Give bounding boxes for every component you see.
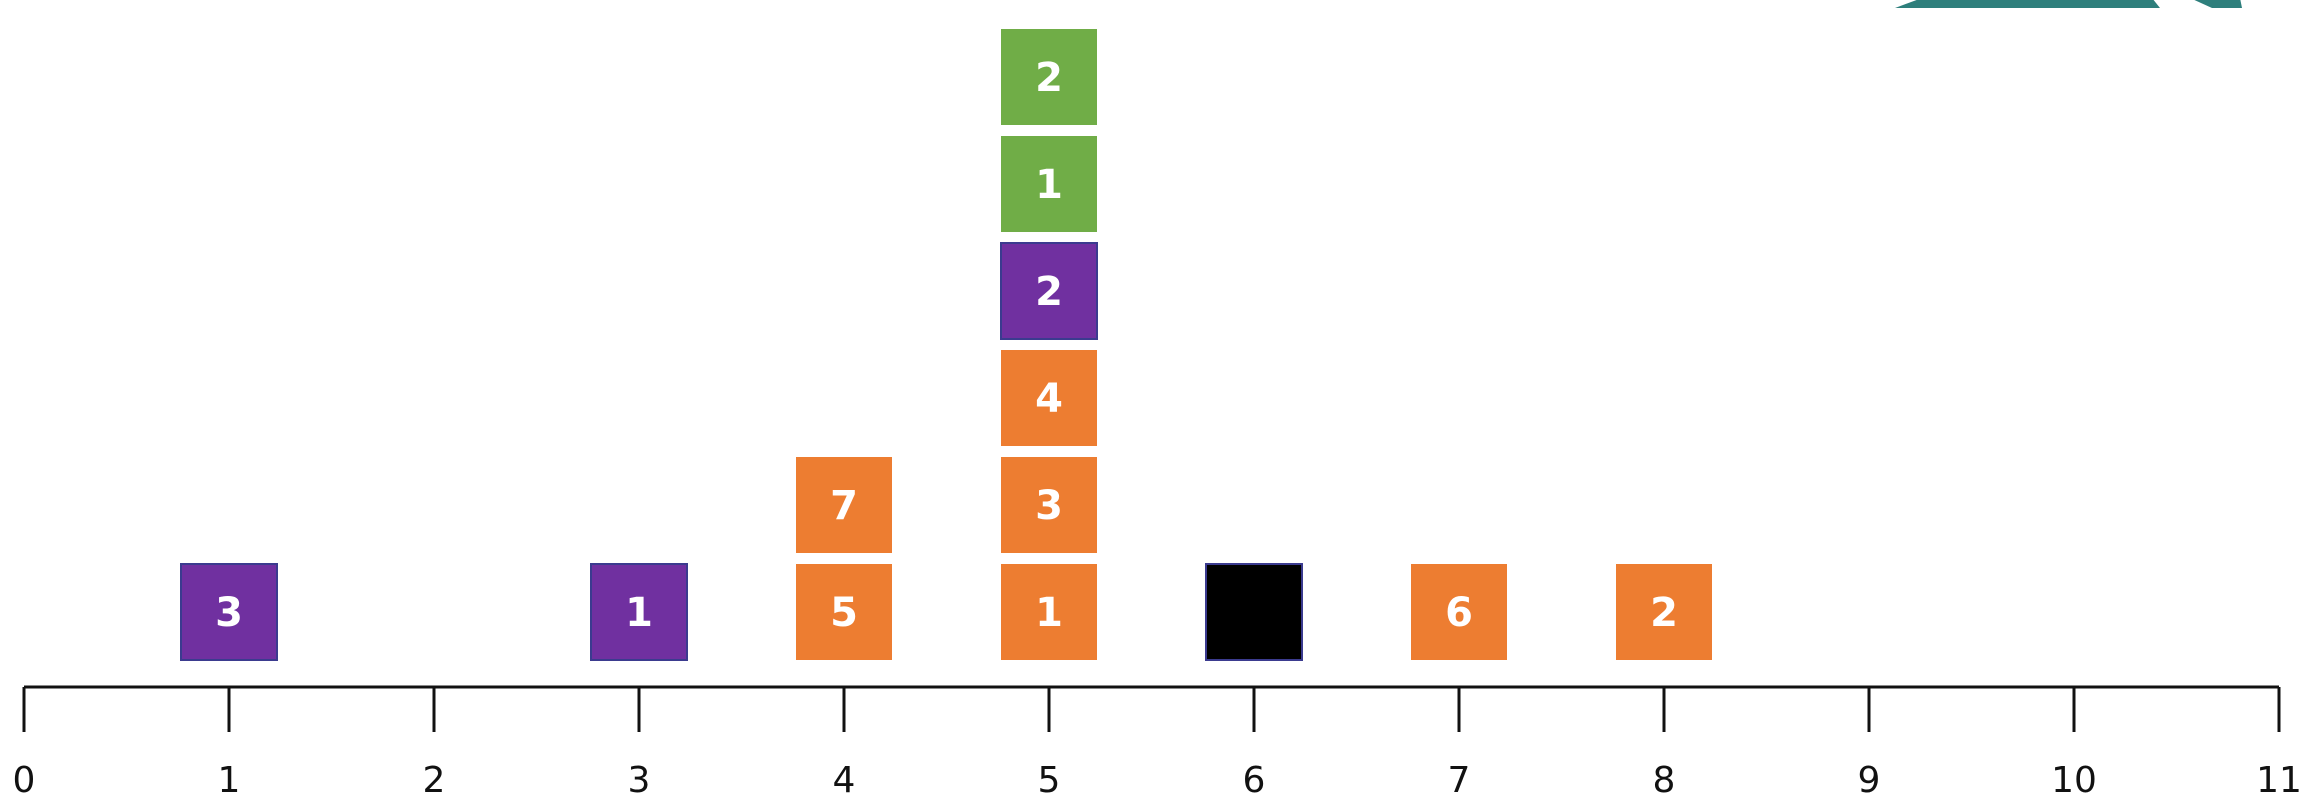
block-rect: [180, 563, 278, 661]
tick-label-2: 2: [423, 760, 446, 797]
tick-label-4: 4: [833, 760, 856, 797]
tick-label-0: 0: [13, 760, 36, 797]
tick-label-3: 3: [628, 760, 651, 797]
block-rect: [1001, 564, 1097, 660]
block-label: 7: [830, 483, 858, 529]
block-x5-4: 2: [1000, 242, 1098, 340]
block-x8-1: 2: [1616, 564, 1712, 660]
teal-shape-left-part: [1895, 0, 2160, 8]
tick-label-5: 5: [1038, 760, 1061, 797]
block-rect: [1001, 136, 1097, 232]
block-label: 2: [1650, 590, 1678, 636]
block-label: 1: [1035, 590, 1063, 636]
block-label: 1: [1035, 162, 1063, 208]
block-label: 5: [830, 590, 858, 636]
block-rect: [1411, 564, 1507, 660]
block-rect: [1205, 563, 1303, 661]
block-rect: [590, 563, 688, 661]
block-rect: [1001, 29, 1097, 125]
block-label: 2: [1035, 269, 1063, 315]
tick-label-1: 1: [218, 760, 241, 797]
block-x5-1: 1: [1001, 564, 1097, 660]
block-label: 3: [1035, 483, 1063, 529]
block-label: 4: [1035, 376, 1063, 422]
tick-label-10: 10: [2051, 760, 2097, 797]
tick-label-7: 7: [1448, 760, 1471, 797]
block-rect: [1001, 457, 1097, 553]
tick-label-6: 6: [1243, 760, 1266, 797]
block-x7-1: 6: [1411, 564, 1507, 660]
tick-label-11: 11: [2256, 760, 2302, 797]
block-x5-6: 2: [1001, 29, 1097, 125]
stacked-blocks: 3 1 5 7 1 3 4 2 1 2 6 2: [180, 29, 1712, 661]
tick-label-8: 8: [1653, 760, 1676, 797]
block-x6-1: [1205, 563, 1303, 661]
block-x3-1: 1: [590, 563, 688, 661]
block-rect: [1616, 564, 1712, 660]
partial-teal-shape-top-right: [1895, 0, 2242, 8]
block-label: 3: [215, 590, 243, 636]
block-x4-2: 7: [796, 457, 892, 553]
block-x1-1: 3: [180, 563, 278, 661]
block-x4-1: 5: [796, 564, 892, 660]
number-line-ticks: 0 1 2 3 4 5 6 7 8 9 10 11: [13, 687, 2302, 797]
block-label: 6: [1445, 590, 1473, 636]
block-rect: [1001, 350, 1097, 446]
tick-label-9: 9: [1858, 760, 1881, 797]
block-rect: [796, 457, 892, 553]
block-rect: [796, 564, 892, 660]
teal-shape-right-part: [2194, 0, 2242, 8]
block-label: 2: [1035, 55, 1063, 101]
block-x5-2: 3: [1001, 457, 1097, 553]
block-x5-5: 1: [1001, 136, 1097, 232]
block-x5-3: 4: [1001, 350, 1097, 446]
block-label: 1: [625, 590, 653, 636]
block-rect: [1000, 242, 1098, 340]
